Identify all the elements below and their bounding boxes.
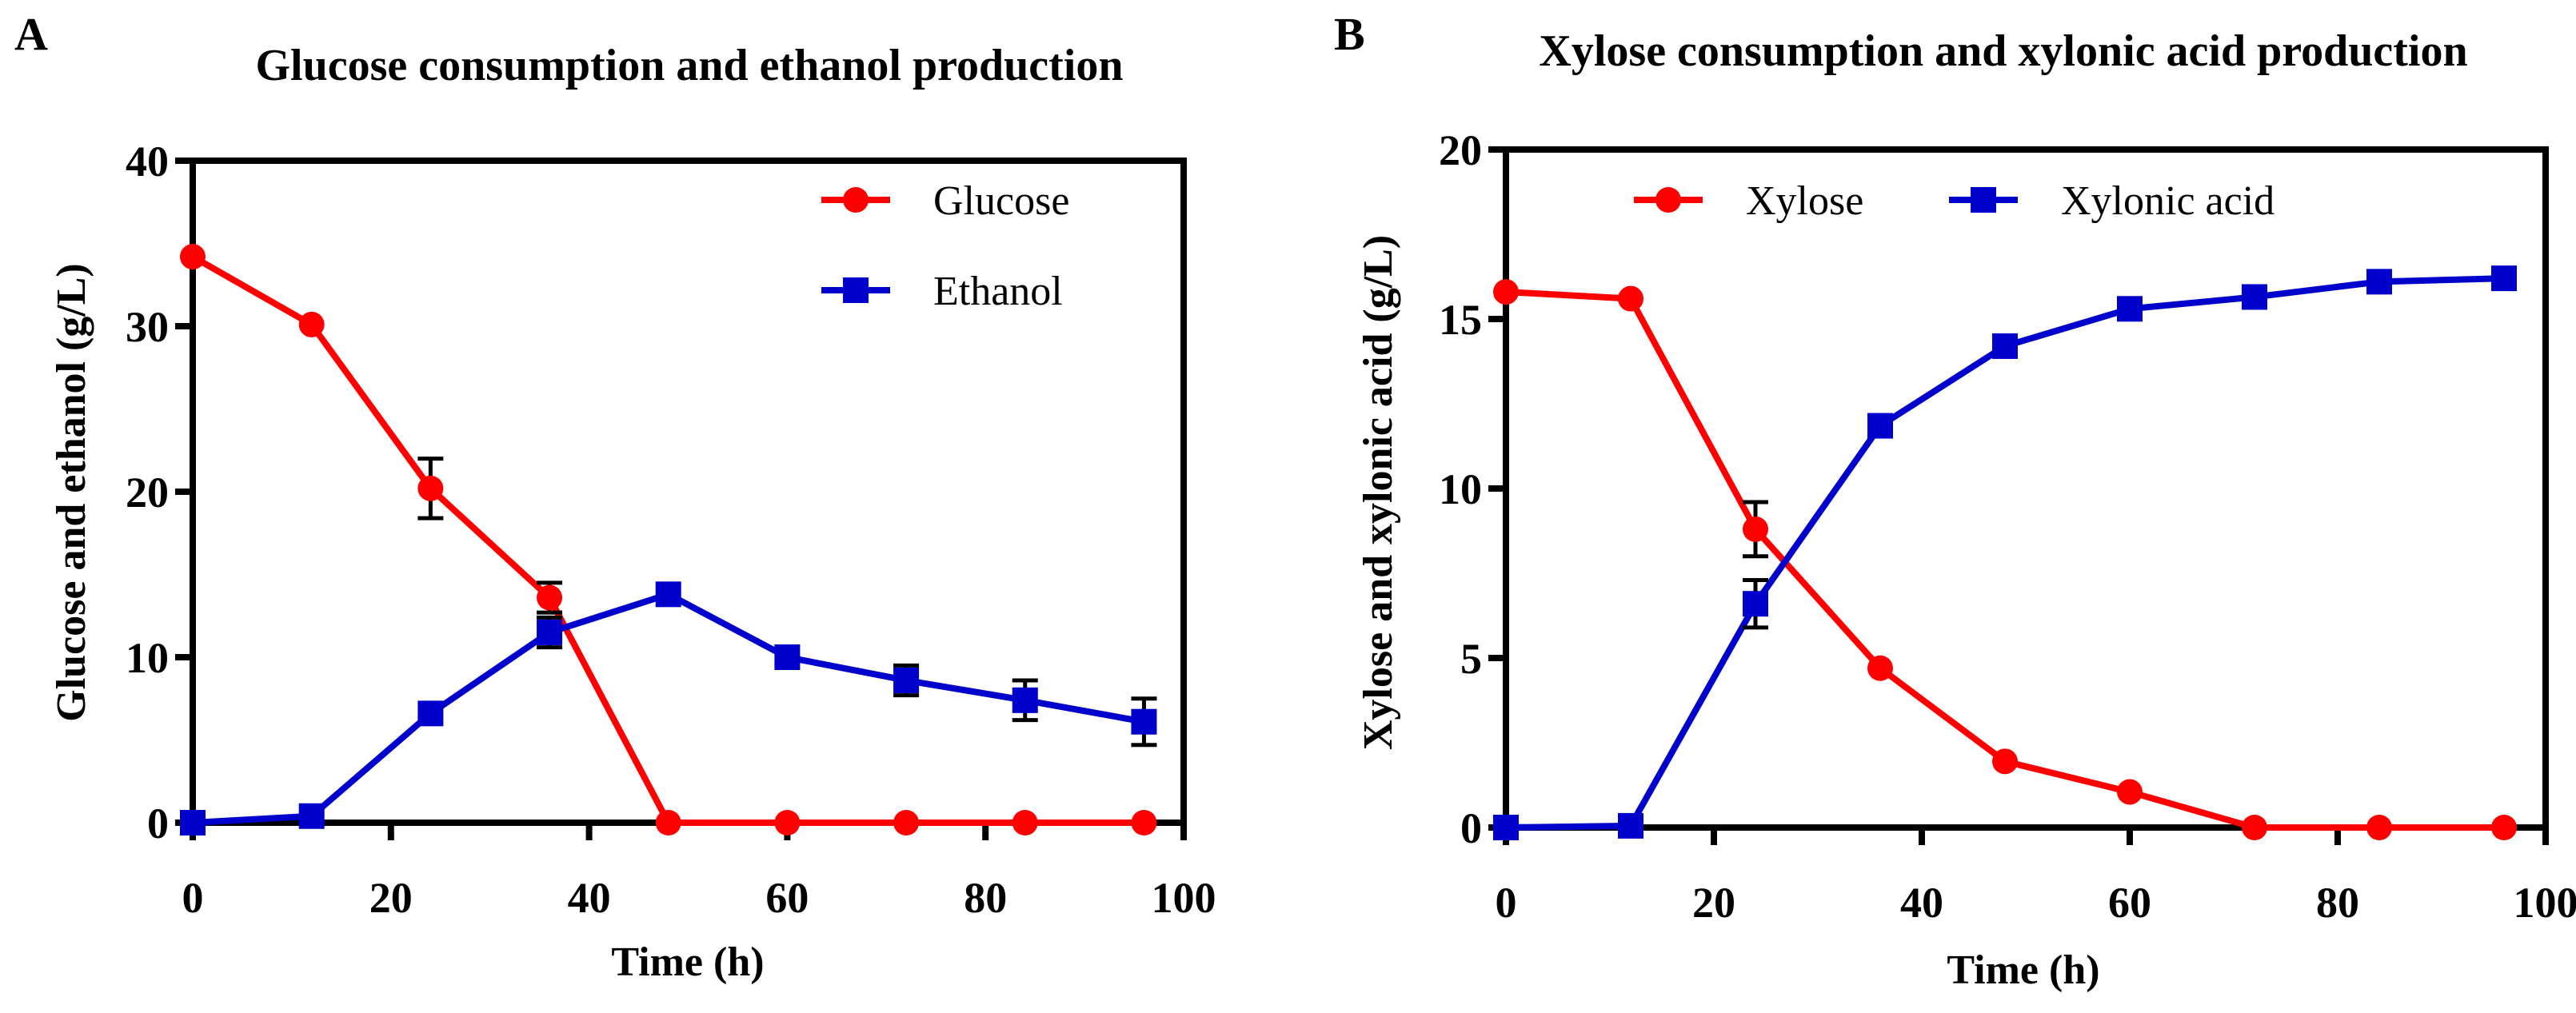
y-tick-label: 20 (1439, 126, 1482, 174)
x-tick-label: 80 (964, 874, 1007, 922)
data-point (1992, 748, 2018, 775)
x-tick-label: 80 (2316, 879, 2359, 927)
data-point (1618, 285, 1643, 312)
y-tick-label: 30 (126, 303, 169, 351)
x-axis-label: Time (h) (611, 939, 764, 985)
y-tick-label: 0 (1460, 804, 1482, 852)
data-point (1131, 708, 1157, 735)
legend-marker (843, 187, 869, 213)
legend-marker (1971, 187, 1996, 213)
legend-marker (1655, 187, 1681, 213)
data-point (1012, 810, 1038, 836)
y-tick-label: 10 (126, 634, 169, 682)
data-point (893, 667, 920, 693)
panel-label: B (1334, 8, 1365, 60)
series-line-ethanol (192, 591, 1145, 826)
x-tick-label: 60 (765, 874, 809, 922)
panel-b: B Xylose consumption and xylonic acid pr… (1334, 8, 2576, 993)
data-point (2491, 265, 2517, 292)
data-point (298, 803, 325, 829)
data-point (1012, 687, 1038, 713)
data-point (1992, 333, 2018, 359)
data-point (2117, 296, 2143, 322)
data-point (2242, 284, 2267, 310)
chart-title: Glucose consumption and ethanol producti… (256, 41, 1124, 90)
legend-label: Glucose (933, 178, 1069, 224)
y-tick-label: 40 (126, 138, 169, 185)
data-point (417, 700, 444, 727)
y-axis-label: Glucose and ethanol (g/L) (49, 263, 94, 722)
data-point (1743, 516, 1768, 542)
series-line-glucose (191, 253, 1144, 826)
data-point (1867, 655, 1893, 681)
chart-title: Xylose consumption and xylonic acid prod… (1539, 26, 2467, 76)
x-tick-label: 0 (1496, 879, 1517, 927)
data-point (537, 584, 563, 611)
x-tick-label: 60 (2108, 879, 2151, 927)
x-tick-label: 20 (1692, 879, 1735, 927)
series-line-xylonic-acid (1505, 275, 2505, 831)
plot-frame (190, 158, 1187, 826)
plot-frame (1503, 146, 2549, 831)
data-point (655, 810, 681, 836)
legend-marker (843, 277, 869, 303)
data-point (893, 810, 920, 836)
x-axis-label: Time (h) (1947, 947, 2099, 993)
data-point (1131, 810, 1157, 836)
data-point (774, 644, 801, 670)
x-tick-label: 100 (1152, 874, 1216, 922)
y-tick-label: 0 (147, 800, 169, 847)
data-point (1743, 591, 1768, 617)
data-point (1493, 279, 1519, 305)
x-tick-label: 40 (568, 874, 611, 922)
y-tick-label: 20 (126, 469, 169, 516)
data-point (1867, 413, 1893, 439)
y-tick-label: 5 (1460, 635, 1482, 683)
data-point (655, 581, 681, 608)
x-tick-label: 0 (182, 874, 204, 922)
data-point (180, 244, 206, 270)
y-tick-label: 15 (1439, 296, 1482, 344)
panel-a: A Glucose consumption and ethanol produc… (14, 8, 1216, 985)
x-tick-label: 20 (369, 874, 413, 922)
data-point (2117, 779, 2143, 805)
panel-label: A (14, 8, 48, 60)
data-point (2242, 815, 2267, 840)
data-point (537, 619, 563, 645)
data-point (417, 475, 444, 501)
series-line-xylose (1505, 289, 2504, 831)
y-axis-label: Xylose and xylonic acid (g/L) (1356, 235, 1401, 750)
y-tick-label: 10 (1439, 465, 1482, 513)
data-point (298, 311, 325, 337)
data-point (2491, 815, 2517, 840)
legend-label: Ethanol (933, 269, 1063, 314)
data-point (1618, 812, 1643, 839)
data-point (2366, 815, 2392, 840)
data-point (2366, 269, 2392, 295)
x-tick-label: 100 (2514, 879, 2576, 927)
x-tick-label: 40 (1900, 879, 1943, 927)
data-point (180, 810, 206, 836)
legend-label: Xylose (1746, 178, 1863, 224)
legend-label: Xylonic acid (2061, 178, 2274, 224)
data-point (774, 810, 801, 836)
data-point (1493, 815, 1519, 840)
